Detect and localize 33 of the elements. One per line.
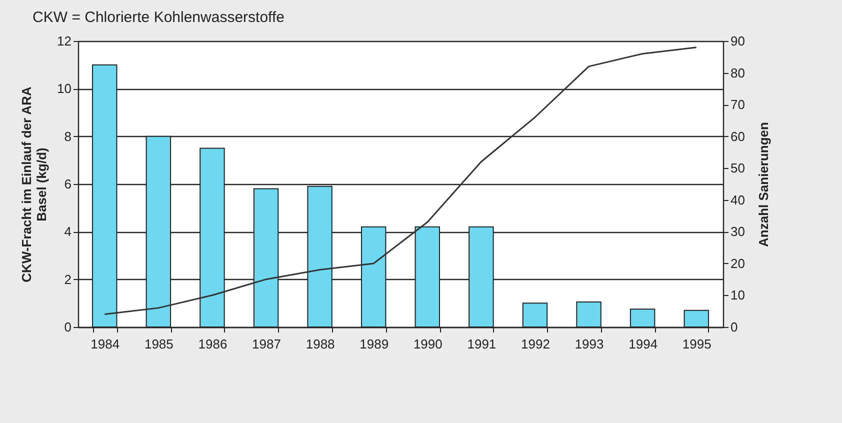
- y2-tick-label: 90: [730, 34, 745, 48]
- y-axis-title: CKW-Fracht im Einlauf der ARA Basel (kg/d): [19, 86, 50, 282]
- x-tick-label: 1985: [144, 336, 174, 352]
- y-tick-label: 8: [64, 128, 72, 144]
- x-tick-label: 1992: [521, 336, 550, 352]
- y2-tick-label: 10: [730, 288, 745, 303]
- line-series: [104, 46, 698, 316]
- y2-tick-label: 30: [730, 224, 745, 240]
- y2-tick-label: 80: [730, 65, 745, 80]
- y2-tick-label: 0: [730, 320, 738, 334]
- y2-tick-label: 60: [730, 128, 745, 144]
- x-tick-label: 1995: [682, 336, 712, 352]
- y2-axis-title: Anzahl Sanierungen: [756, 122, 771, 247]
- x-tick-label: 1994: [628, 336, 658, 352]
- x-tick-label: 1988: [306, 336, 335, 352]
- x-tick-label: 1991: [467, 336, 496, 352]
- x-tick-label: 1989: [360, 336, 389, 352]
- y2-tick-label: 70: [730, 97, 745, 112]
- y2-tick-label: 50: [730, 160, 745, 176]
- x-tick-label: 1990: [413, 336, 442, 352]
- y-tick-label: 2: [64, 272, 72, 287]
- x-tick-label: 1987: [252, 336, 281, 352]
- y-tick-label: 12: [57, 34, 72, 48]
- y-tick-label: 10: [57, 81, 72, 96]
- y-tick-label: 4: [64, 224, 72, 240]
- chart-title: CKW = Chlorierte Kohlenwasserstoffe: [32, 9, 284, 26]
- x-tick-label: 1993: [574, 336, 604, 352]
- x-tick-label: 1984: [90, 336, 120, 352]
- y-tick-label: 0: [64, 320, 72, 334]
- y2-tick-label: 20: [730, 256, 745, 271]
- x-tick-label: 1986: [198, 336, 228, 352]
- y2-tick-label: 40: [730, 192, 745, 208]
- y-tick-label: 6: [64, 176, 72, 192]
